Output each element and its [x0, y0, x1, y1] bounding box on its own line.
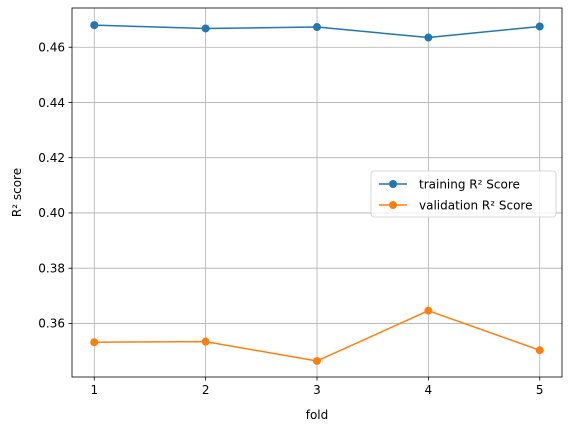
series-layer [90, 21, 544, 365]
x-tick-label: 3 [313, 383, 321, 397]
y-tick-label: 0.42 [38, 151, 65, 165]
y-tick-label: 0.46 [38, 41, 65, 55]
series-1-point [424, 33, 433, 42]
y-tick-label: 0.38 [38, 261, 65, 275]
x-tick-label: 2 [202, 383, 210, 397]
x-axis-label: fold [306, 408, 329, 422]
x-tick-label: 4 [425, 383, 433, 397]
legend-label-1: training R² Score [419, 177, 520, 191]
x-tick-label: 5 [536, 383, 544, 397]
legend-label-2: validation R² Score [419, 198, 532, 212]
series-2-point [313, 356, 321, 365]
series-1-point [90, 21, 99, 30]
y-tick-label: 0.36 [38, 317, 65, 331]
series-2-point [535, 346, 544, 355]
series-2-point [90, 338, 99, 347]
legend-box [370, 170, 557, 218]
series-1-point [313, 23, 321, 32]
legend: training R² Score validation R² Score [370, 170, 557, 218]
series-1-point [201, 24, 210, 33]
legend-marker-2 [389, 201, 397, 209]
series-2-point [201, 337, 210, 346]
y-axis-label: R² score [10, 168, 24, 217]
grid [72, 8, 562, 377]
series-1-point [535, 22, 544, 31]
x-tick-label: 1 [90, 383, 98, 397]
y-tick-label: 0.44 [38, 96, 65, 110]
ticks: 1 2 3 4 5 0.36 0.38 0.40 0.42 0.44 0.46 [38, 41, 543, 397]
legend-marker-1 [389, 180, 397, 188]
series-2-point [424, 306, 433, 315]
y-tick-label: 0.40 [38, 206, 65, 220]
